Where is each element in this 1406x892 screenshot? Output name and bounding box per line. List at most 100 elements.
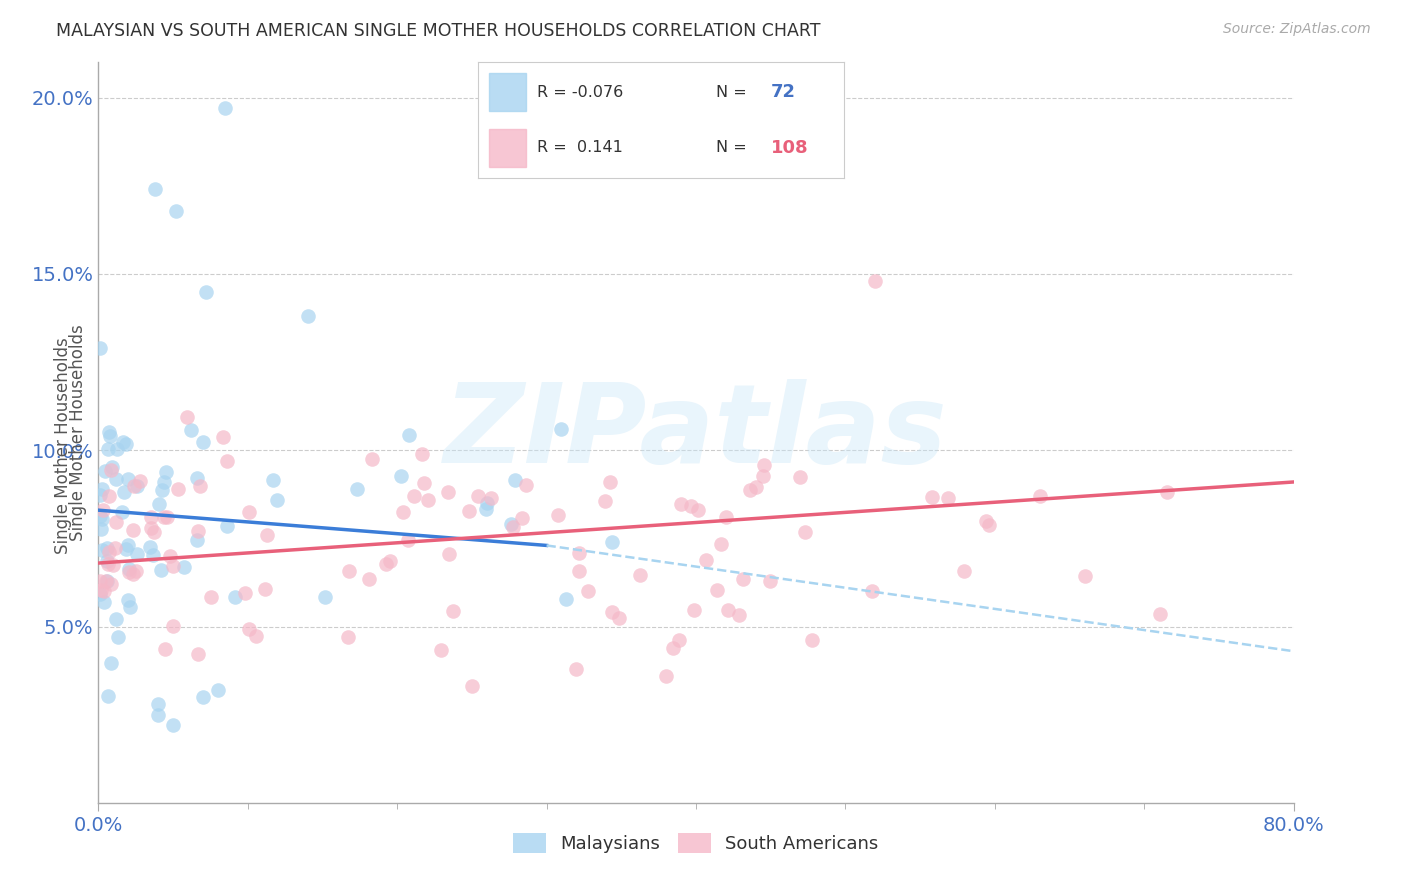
Point: [706, 583, 728, 598]
Text: N =: N =: [716, 85, 747, 100]
Point: [599, 475, 621, 489]
Point: [125, 564, 148, 578]
Point: [477, 496, 499, 510]
Point: [550, 422, 572, 436]
Point: [467, 489, 489, 503]
Point: [568, 564, 591, 578]
Point: [461, 680, 484, 694]
Point: [100, 656, 122, 670]
Text: R = -0.076: R = -0.076: [537, 85, 623, 100]
Point: [474, 501, 496, 516]
Point: [238, 622, 260, 636]
Point: [111, 505, 134, 519]
Point: [256, 528, 278, 542]
Bar: [489, 73, 526, 112]
Point: [159, 549, 181, 563]
Point: [117, 562, 139, 576]
Point: [96, 574, 118, 588]
Point: [375, 558, 398, 572]
Point: [89, 488, 111, 502]
Point: [97, 558, 120, 572]
Point: [717, 603, 740, 617]
Point: [100, 459, 122, 474]
Point: [143, 182, 166, 196]
Point: [600, 605, 623, 619]
Point: [224, 591, 246, 605]
Point: [503, 473, 526, 487]
Point: [89, 587, 111, 601]
Point: [148, 707, 170, 722]
Point: [974, 514, 997, 528]
Point: [153, 475, 176, 489]
Point: [936, 491, 959, 505]
Point: [176, 409, 198, 424]
Point: [378, 554, 401, 568]
Point: [262, 473, 284, 487]
Point: [607, 611, 630, 625]
Point: [655, 669, 678, 683]
Point: [112, 484, 135, 499]
Point: [97, 490, 120, 504]
Text: 108: 108: [770, 138, 808, 157]
Point: [100, 576, 122, 591]
Point: [731, 573, 754, 587]
Point: [105, 612, 128, 626]
Point: [669, 497, 692, 511]
Point: [681, 500, 703, 514]
Point: [148, 497, 170, 511]
Point: [125, 547, 148, 561]
Point: [115, 542, 138, 557]
Point: [212, 430, 235, 444]
Point: [515, 478, 537, 492]
Point: [1028, 489, 1050, 503]
Point: [117, 472, 139, 486]
Point: [253, 582, 276, 596]
Point: [128, 474, 150, 488]
Point: [336, 630, 359, 644]
Point: [91, 482, 114, 496]
Point: [155, 465, 177, 479]
Point: [98, 545, 121, 559]
Point: [297, 310, 319, 324]
Point: [357, 572, 380, 586]
Point: [238, 505, 260, 519]
Point: [479, 491, 502, 506]
Point: [104, 515, 127, 529]
Point: [122, 566, 145, 581]
Point: [710, 537, 733, 551]
Point: [568, 546, 591, 560]
Point: [682, 603, 704, 617]
Point: [118, 599, 141, 614]
Text: R =  0.141: R = 0.141: [537, 140, 623, 155]
Text: MALAYSIAN VS SOUTH AMERICAN SINGLE MOTHER HOUSEHOLDS CORRELATION CHART: MALAYSIAN VS SOUTH AMERICAN SINGLE MOTHE…: [56, 22, 821, 40]
Point: [91, 512, 114, 526]
Point: [412, 476, 434, 491]
Point: [97, 690, 120, 704]
Point: [793, 525, 815, 540]
Point: [411, 447, 433, 461]
Point: [150, 483, 173, 498]
Point: [103, 558, 125, 572]
Point: [138, 540, 160, 554]
Point: [90, 583, 112, 598]
Point: [96, 554, 118, 568]
Point: [547, 508, 569, 523]
Point: [155, 641, 177, 656]
Point: [97, 442, 120, 457]
Point: [714, 509, 737, 524]
Point: [89, 574, 111, 588]
Point: [96, 541, 118, 556]
Point: [118, 566, 141, 580]
Point: [90, 522, 112, 536]
Point: [143, 524, 166, 539]
Point: [391, 505, 413, 519]
Point: [429, 643, 451, 657]
Point: [91, 503, 114, 517]
Point: [173, 560, 195, 574]
Point: [187, 524, 209, 538]
Point: [860, 584, 883, 599]
Point: [89, 508, 111, 523]
Point: [458, 504, 481, 518]
Point: [921, 490, 943, 504]
Point: [361, 452, 384, 467]
